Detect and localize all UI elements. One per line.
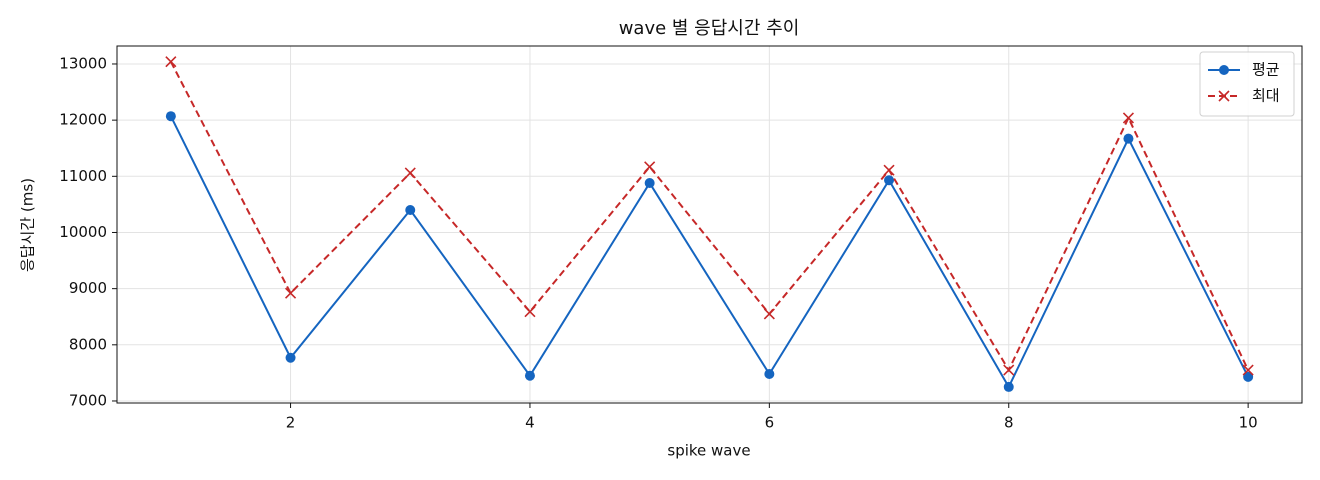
data-point — [1003, 364, 1015, 376]
data-point — [883, 164, 895, 176]
x-tick-label: 4 — [525, 414, 535, 432]
legend-marker — [1219, 65, 1229, 75]
y-tick-label: 11000 — [59, 167, 107, 185]
data-point — [165, 56, 177, 68]
y-tick-label: 13000 — [59, 54, 107, 72]
data-point — [644, 161, 656, 173]
data-point — [1242, 364, 1254, 376]
data-point — [165, 111, 176, 122]
legend-label: 평균 — [1252, 61, 1280, 79]
data-point — [1123, 133, 1134, 144]
series-line — [169, 61, 1250, 373]
chart-title: wave 별 응답시간 추이 — [619, 18, 800, 39]
legend-box — [1199, 51, 1295, 117]
x-tick-label: 2 — [286, 414, 296, 432]
y-tick-label: 9000 — [69, 279, 107, 297]
y-tick-label: 8000 — [69, 335, 107, 353]
y-axis-label: 응답시간 (ms) — [19, 178, 37, 272]
y-tick-label: 12000 — [59, 111, 107, 129]
data-point — [284, 287, 297, 299]
data-point — [405, 205, 416, 216]
x-tick-label: 10 — [1239, 414, 1258, 432]
data-point — [644, 178, 655, 189]
data-point — [524, 370, 535, 381]
data-point — [764, 369, 775, 380]
legend-marker — [1218, 90, 1230, 102]
plot-frame — [116, 45, 1303, 404]
data-point — [1243, 371, 1254, 382]
data-point — [524, 306, 536, 318]
x-tick-label: 6 — [765, 414, 775, 432]
x-axis-label: spike wave — [667, 442, 750, 460]
data-point — [763, 308, 775, 320]
y-tick-label: 10000 — [59, 223, 107, 241]
y-tick-label: 7000 — [69, 391, 107, 409]
legend-label: 최대 — [1252, 87, 1280, 105]
data-point — [285, 352, 296, 363]
x-tick-label: 8 — [1004, 414, 1014, 432]
data-point — [1122, 112, 1135, 124]
data-point — [404, 167, 416, 179]
data-point — [1003, 381, 1014, 392]
data-point — [884, 175, 895, 186]
series-line — [169, 115, 1250, 390]
